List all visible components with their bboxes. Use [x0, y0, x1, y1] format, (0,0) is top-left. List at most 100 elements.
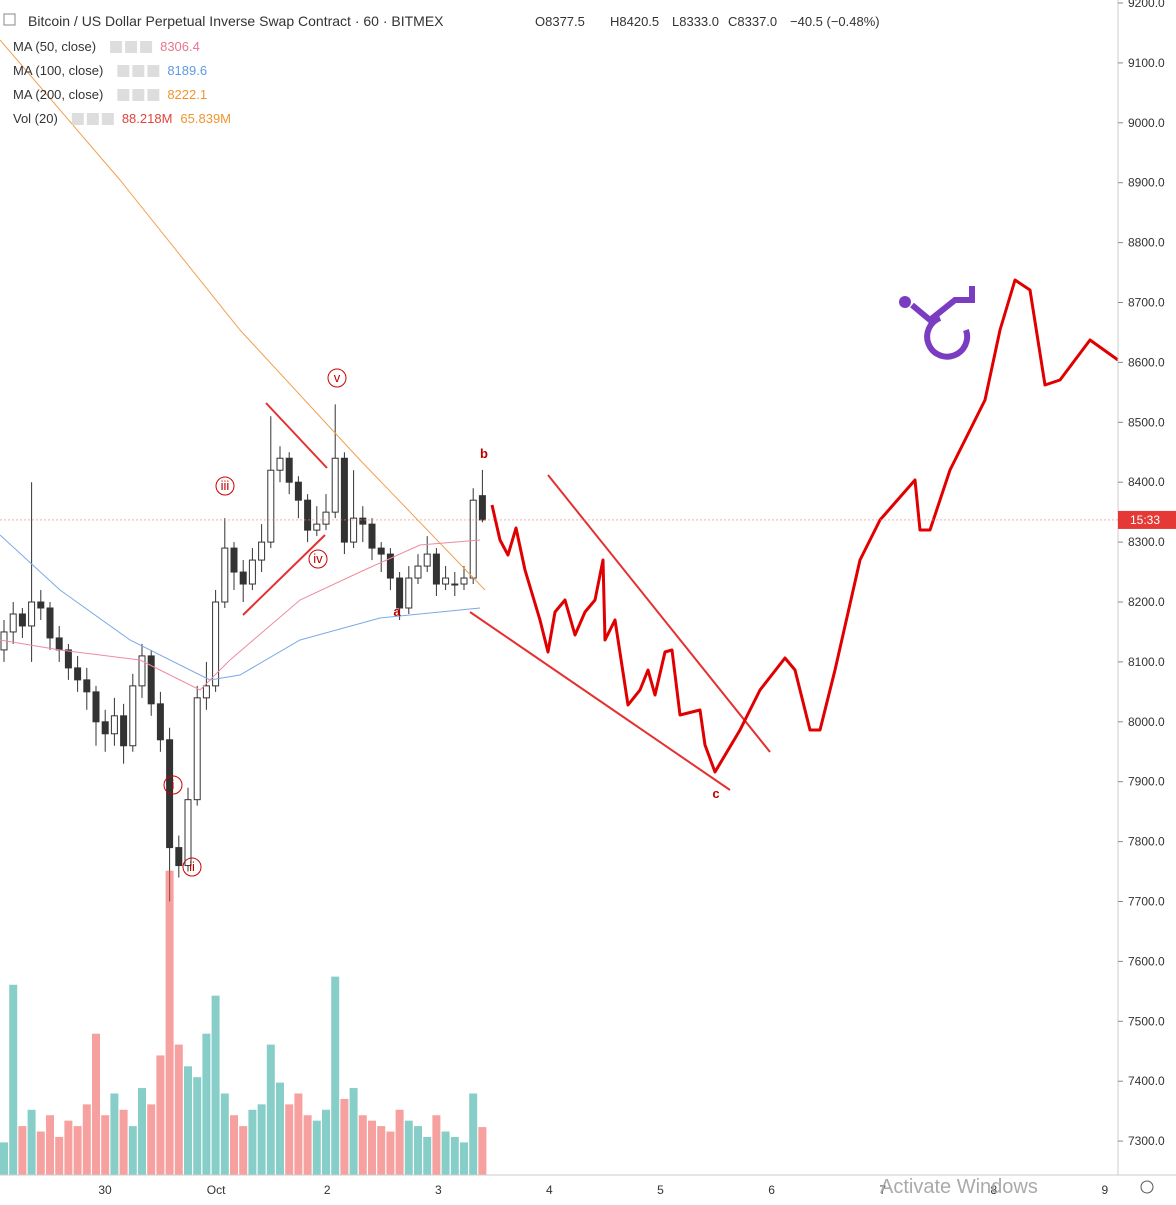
price-axis: 9200.0 9100.0 9000.0 8900.0 8800.0 8700.0 8600…: [0, 0, 1176, 1148]
indicator-value: 8306.4: [160, 39, 200, 54]
indicator-name: MA (200, close): [13, 87, 103, 102]
volume-bar: [220, 1093, 229, 1175]
candle-body: [55, 637, 63, 651]
wave-label: c: [712, 786, 719, 801]
indicator-button[interactable]: [132, 89, 145, 101]
candle-body: [83, 679, 91, 693]
price-tick-label: 8000.0: [1128, 715, 1165, 729]
candle-body: [359, 517, 367, 525]
candle-body: [304, 499, 312, 531]
candle-body: [202, 685, 210, 699]
candle-body: [294, 481, 302, 501]
price-tick-label: 8100.0: [1128, 655, 1165, 669]
volume-bar: [404, 1120, 413, 1175]
wave-circle: [182, 857, 202, 877]
time-tick-label: Oct: [207, 1183, 226, 1197]
indicator-button[interactable]: [147, 65, 160, 77]
collapse-icon[interactable]: [3, 13, 16, 26]
candle-body: [248, 559, 256, 585]
candle-body: [74, 667, 82, 681]
indicator-name: MA (100, close): [13, 63, 103, 78]
price-tick-label: 7400.0: [1128, 1074, 1165, 1088]
indicator-button[interactable]: [86, 113, 99, 125]
volume-bar: [92, 1033, 100, 1175]
candle-body: [101, 721, 109, 735]
candle-body: [267, 469, 275, 543]
volume-bar: [450, 1136, 459, 1175]
price-tick-label: 7600.0: [1128, 954, 1165, 968]
ohlc-low: L8333.0: [672, 14, 719, 29]
candle-body: [156, 703, 164, 741]
volume-bar: [377, 1126, 386, 1175]
time-tick-label: 8: [990, 1183, 997, 1197]
volume-bar: [82, 1104, 91, 1175]
candle-body: [386, 553, 394, 579]
volume-bar: [358, 1115, 367, 1175]
volume-bar: [340, 1098, 349, 1175]
volume-bar: [248, 1109, 257, 1175]
volume-bar: [285, 1104, 294, 1175]
volume-bar: [147, 1104, 156, 1175]
time-tick-label: 3: [435, 1183, 442, 1197]
volume-bar: [119, 1109, 128, 1175]
indicator-value: 88.218M: [122, 111, 173, 126]
wave-circle: [327, 368, 347, 388]
indicator-button[interactable]: [71, 113, 84, 125]
price-tick-label: 8400.0: [1128, 475, 1165, 489]
volume-bar: [110, 1093, 119, 1175]
indicator-button[interactable]: [140, 41, 153, 53]
ma-100-line: [0, 534, 481, 681]
indicator-name: Vol (20): [13, 111, 58, 126]
ohlc-close: C8337.0: [728, 14, 777, 29]
indicator-button[interactable]: [101, 113, 114, 125]
volume-bar: [432, 1115, 441, 1175]
indicator-button[interactable]: [125, 41, 138, 53]
candle-body: [423, 553, 431, 567]
candle-body: [340, 457, 348, 543]
indicator-button[interactable]: [117, 89, 130, 101]
time-tick-label: 7: [879, 1183, 886, 1197]
volume-bar: [386, 1131, 395, 1175]
volume-bar: [368, 1120, 376, 1175]
candle-body: [193, 697, 201, 801]
wave-label: i: [172, 777, 175, 792]
volume-bar: [312, 1120, 321, 1175]
candle-body: [442, 577, 450, 585]
price-tick-label: 8500.0: [1128, 415, 1165, 429]
indicator-button[interactable]: [110, 41, 123, 53]
price-tick-label: 7700.0: [1128, 895, 1165, 909]
candle-body: [322, 511, 330, 525]
ma-50-line: [0, 539, 481, 691]
indicator-legend: MA (50, close) 8306.4 MA (100, close) 8189.…: [13, 39, 231, 126]
settings-icon[interactable]: [1140, 1180, 1154, 1194]
ohlc-high: H8420.5: [610, 14, 659, 29]
wave-label: ii: [189, 859, 195, 874]
ohlc-open: O8377.5: [535, 14, 585, 29]
wave-label: v: [334, 370, 341, 385]
last-price-tag: [1118, 510, 1176, 529]
time-tick-label: 6: [768, 1183, 775, 1197]
candle-body: [129, 685, 137, 747]
candle-body: [432, 553, 440, 585]
candle-body: [258, 541, 266, 561]
volume-bar: [156, 1055, 165, 1175]
candle-body: [120, 715, 128, 747]
candle-body: [110, 715, 118, 735]
indicator-button[interactable]: [117, 65, 130, 77]
candle-body: [405, 577, 413, 609]
indicator-button[interactable]: [132, 65, 145, 77]
price-tick-label: 7900.0: [1128, 775, 1165, 789]
price-tick-label: 7300.0: [1128, 1134, 1165, 1148]
volume-bar: [266, 1044, 275, 1175]
candle-body: [9, 613, 17, 633]
volume-bar: [257, 1104, 266, 1175]
volume-bar: [303, 1115, 312, 1175]
indicator-button[interactable]: [147, 89, 160, 101]
indicator-value: 8222.1: [167, 87, 207, 102]
candle-body: [276, 457, 284, 471]
candle-body: [368, 523, 376, 549]
candle-body: [138, 655, 146, 687]
watermark: Activate Windows: [880, 1176, 1038, 1198]
